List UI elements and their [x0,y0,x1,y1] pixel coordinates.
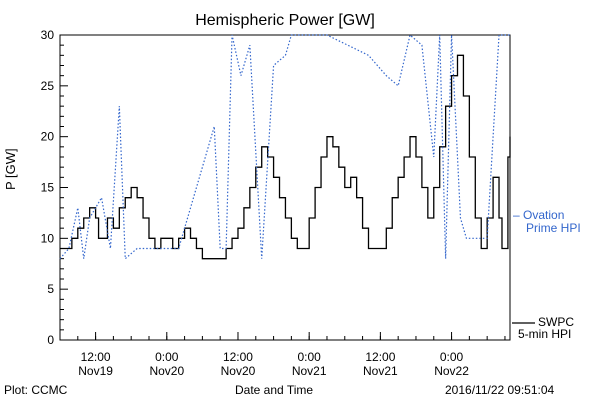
x-tick-label-time: 0:00 [440,350,464,364]
x-tick-label-date: Nov20 [149,364,184,378]
legend-ovation-label: – Ovation [513,208,565,222]
chart-title: Hemispheric Power [GW] [195,12,375,29]
series-layer [59,33,511,260]
series-line-ovation [59,33,510,260]
x-tick-label-time: 12:00 [365,350,395,364]
x-tick-label-time: 0:00 [155,350,179,364]
legend-swpc-label: SWPC [538,315,574,329]
y-tick-label: 20 [41,130,55,144]
legend-ovation-label-2: Prime HPI [526,221,581,235]
plot-frame [59,34,511,341]
series-line-swpc [60,54,511,260]
x-tick-label-time: 12:00 [223,350,253,364]
y-tick-label: 10 [41,231,55,245]
y-tick-label: 5 [47,282,54,296]
y-tick-label: 0 [47,333,54,347]
x-tick-label-date: Nov21 [363,364,398,378]
x-tick-label-time: 12:00 [81,350,111,364]
x-tick-label-date: Nov22 [434,364,469,378]
y-axis: 0 5 10 15 20 25 30 [41,28,68,347]
x-axis: 12:00Nov190:00Nov2012:00Nov200:00Nov2112… [59,332,506,378]
y-tick-label: 15 [41,181,55,195]
x-axis-label: Date and Time [235,383,314,397]
legend-swpc-label-2: 5-min HPI [518,327,572,341]
x-tick-label-date: Nov20 [221,364,256,378]
x-tick-label-date: Nov19 [78,364,113,378]
plot-timestamp: 2016/11/22 09:51:04 [445,383,555,397]
x-tick-label-date: Nov21 [292,364,327,378]
x-tick-label-time: 0:00 [297,350,321,364]
y-tick-label: 25 [41,79,55,93]
y-tick-label: 30 [41,28,55,42]
plot-credit: Plot: CCMC [4,383,68,397]
